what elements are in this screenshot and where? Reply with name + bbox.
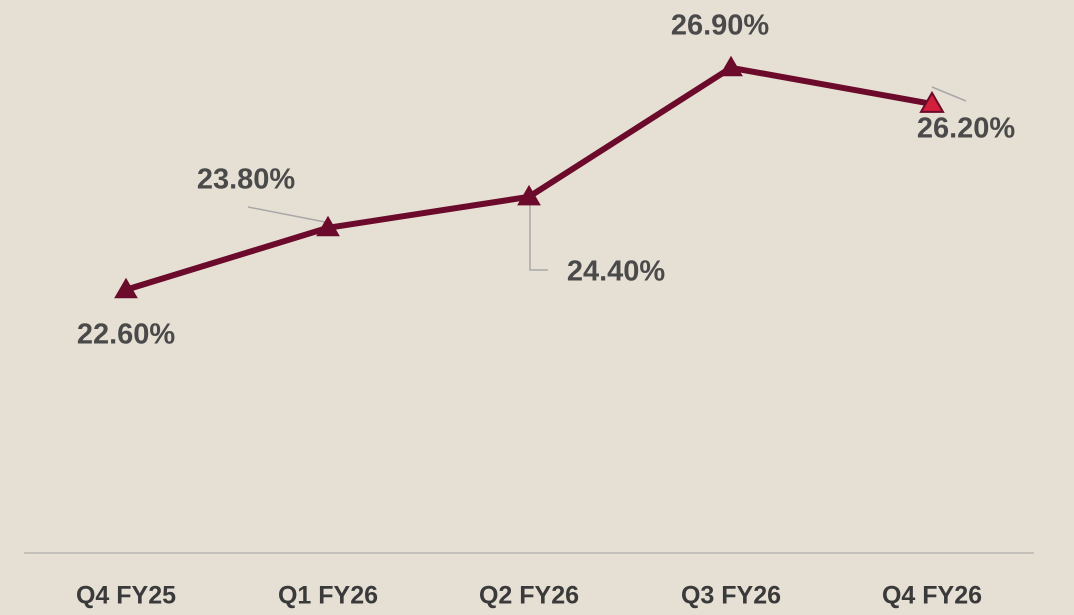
value-label: 24.40%	[567, 256, 666, 288]
marker	[114, 277, 138, 299]
leader-line	[931, 86, 967, 102]
x-tick-label: Q4 FY25	[76, 582, 176, 610]
marker	[316, 215, 340, 237]
x-tick-label: Q2 FY26	[479, 582, 579, 610]
value-label: 26.20%	[917, 113, 1016, 145]
leader-lines	[247, 86, 967, 271]
marker	[517, 184, 541, 206]
value-label: 22.60%	[77, 319, 176, 351]
x-tick-label: Q4 FY26	[882, 582, 982, 610]
value-label: 23.80%	[197, 164, 296, 196]
leader-line	[247, 206, 326, 223]
value-label: 26.90%	[671, 10, 770, 42]
leader-line	[529, 190, 548, 271]
marker	[919, 90, 945, 113]
x-tick-label: Q3 FY26	[681, 582, 781, 610]
x-tick-label: Q1 FY26	[278, 582, 378, 610]
marker	[719, 55, 743, 77]
